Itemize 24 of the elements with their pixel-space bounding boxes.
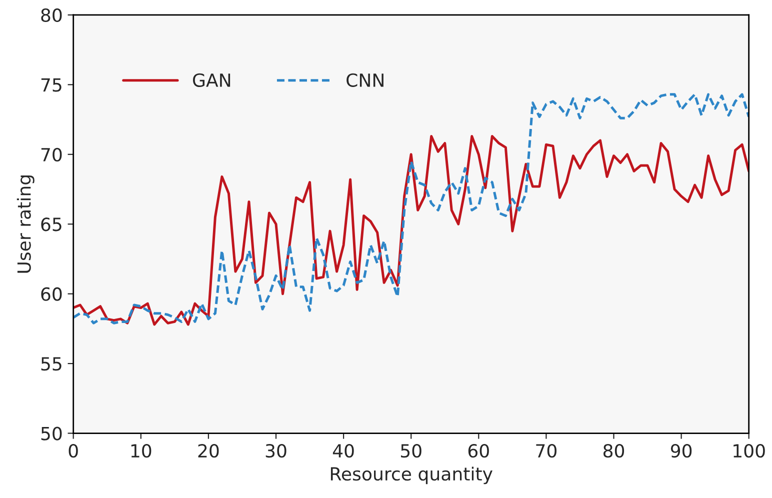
y-tick-label: 70 [41, 148, 62, 162]
x-tick-label: 90 [670, 444, 692, 458]
line-series [73, 93, 749, 324]
legend-label: GAN [192, 73, 230, 87]
y-tick-label: 60 [41, 287, 62, 301]
y-tick-label: 50 [41, 426, 62, 440]
x-tick-label: 80 [603, 444, 624, 458]
y-axis-title: User rating [16, 176, 34, 273]
x-tick-label: 20 [198, 444, 219, 458]
legend-label: CNN [346, 73, 384, 87]
x-tick-label: 0 [68, 444, 78, 458]
x-tick-label: 40 [332, 444, 354, 458]
x-tick-label: 30 [266, 444, 286, 458]
line-series [73, 135, 749, 326]
x-tick-label: 10 [131, 444, 152, 458]
y-tick-label: 80 [41, 8, 62, 22]
x-tick-label: 100 [734, 444, 765, 458]
y-tick-label: 75 [41, 78, 62, 92]
x-axis-title: Resource quantity [330, 466, 492, 484]
y-tick-label: 55 [41, 357, 62, 371]
x-tick-label: 70 [536, 444, 556, 458]
x-tick-label: 60 [468, 444, 489, 458]
y-tick-label: 65 [41, 218, 62, 232]
x-tick-label: 50 [400, 444, 422, 458]
